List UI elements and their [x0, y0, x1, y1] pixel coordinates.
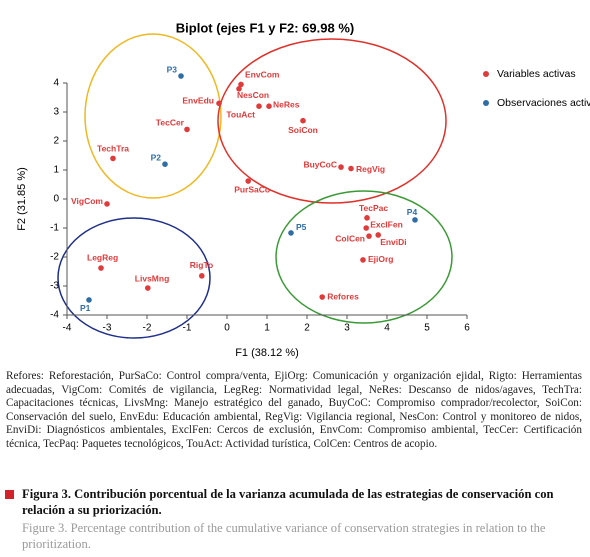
- point-label: EnvCom: [245, 70, 280, 80]
- point-label: RigTo: [190, 260, 213, 270]
- point-label: P3: [167, 64, 178, 74]
- x-tick-label: 3: [344, 323, 350, 334]
- x-axis-label: F1 (38.12 %): [235, 347, 299, 359]
- point-label: LegReg: [87, 252, 118, 262]
- point-label: VigCom: [71, 196, 103, 206]
- legend-label: Observaciones activas: [497, 97, 590, 109]
- x-tick-label: 5: [424, 323, 430, 334]
- point: [256, 103, 262, 109]
- point: [245, 178, 251, 184]
- point: [104, 201, 110, 207]
- y-tick-label: 0: [53, 194, 59, 205]
- point-label: P4: [407, 207, 418, 217]
- chart: Biplot (ejes F1 y F2: 69.98 %) F1 (38.12…: [16, 20, 590, 359]
- group-ellipse: [217, 38, 447, 204]
- group-ellipse: [57, 217, 211, 339]
- point: [364, 215, 370, 221]
- legend-label: Variables activas: [497, 68, 576, 80]
- x-tick-label: -1: [183, 323, 192, 334]
- abbreviation-note: Refores: Reforestación, PurSaCo: Control…: [6, 370, 582, 450]
- point-label: TecCer: [156, 118, 185, 128]
- point-label: BuyCoC: [303, 159, 337, 169]
- y-tick-label: 3: [53, 107, 59, 118]
- point: [348, 165, 354, 172]
- legend-marker: [483, 71, 489, 77]
- point-label: P2: [151, 152, 162, 162]
- point-label: TechTra: [97, 144, 129, 154]
- y-tick-label: 4: [53, 78, 59, 89]
- point: [199, 273, 205, 279]
- y-tick-label: 2: [53, 136, 59, 147]
- y-tick-label: -4: [50, 310, 59, 321]
- point-label: EnvEdu: [182, 96, 214, 106]
- point-label: LivsMng: [135, 273, 169, 283]
- point-label: TecPac: [359, 203, 388, 213]
- point-label: ColCen: [335, 233, 365, 243]
- point: [288, 230, 294, 236]
- point: [300, 117, 306, 124]
- chart-title: Biplot (ejes F1 y F2: 69.98 %): [176, 20, 354, 35]
- point: [184, 126, 190, 133]
- point: [319, 294, 326, 300]
- point-label: NeRes: [273, 99, 300, 109]
- point-label: P1: [80, 303, 91, 313]
- point-label: SoiCon: [288, 125, 318, 135]
- point: [238, 81, 244, 88]
- point: [412, 217, 418, 223]
- caption-marker: [5, 490, 14, 499]
- x-tick-label: -2: [143, 323, 152, 334]
- x-tick-label: 1: [264, 323, 270, 334]
- x-tick-label: -4: [63, 323, 72, 334]
- point: [216, 100, 222, 107]
- point-label: P5: [296, 222, 307, 232]
- point: [98, 265, 104, 271]
- x-tick-label: 6: [464, 323, 470, 334]
- point-label: NesCon: [237, 90, 269, 100]
- y-tick-label: 1: [53, 165, 59, 176]
- point: [236, 86, 242, 92]
- point: [145, 285, 151, 291]
- point: [360, 257, 366, 263]
- point: [375, 232, 382, 238]
- point: [266, 103, 272, 109]
- point: [86, 297, 92, 303]
- group-ellipse: [84, 33, 222, 199]
- point: [110, 155, 116, 162]
- x-tick-label: -3: [103, 323, 112, 334]
- point: [366, 233, 372, 239]
- caption-english: Figure 3. Percentage contribution of the…: [22, 521, 546, 551]
- legend-marker: [483, 100, 489, 106]
- x-tick-label: 2: [304, 323, 310, 334]
- point: [178, 73, 184, 79]
- point: [338, 164, 344, 170]
- point-label: EjiOrg: [368, 254, 394, 264]
- point: [162, 161, 168, 167]
- point-label: TouAct: [226, 109, 255, 119]
- caption-spanish: Figura 3. Contribución porcentual de la …: [22, 487, 554, 517]
- y-tick-label: -3: [50, 281, 59, 292]
- point-label: RegVig: [356, 164, 385, 174]
- y-tick-label: -2: [50, 252, 59, 263]
- point: [363, 225, 370, 231]
- y-tick-label: -1: [50, 223, 59, 234]
- x-tick-label: 0: [224, 323, 230, 334]
- point-label: PurSaCo: [234, 184, 270, 194]
- group-ellipse: [275, 190, 453, 324]
- point-label: ExclFen: [370, 219, 403, 229]
- x-tick-label: 4: [384, 323, 390, 334]
- point-label: EnviDi: [380, 237, 406, 247]
- point-label: Refores: [327, 291, 359, 301]
- y-axis-label: F2 (31.85 %): [16, 167, 28, 231]
